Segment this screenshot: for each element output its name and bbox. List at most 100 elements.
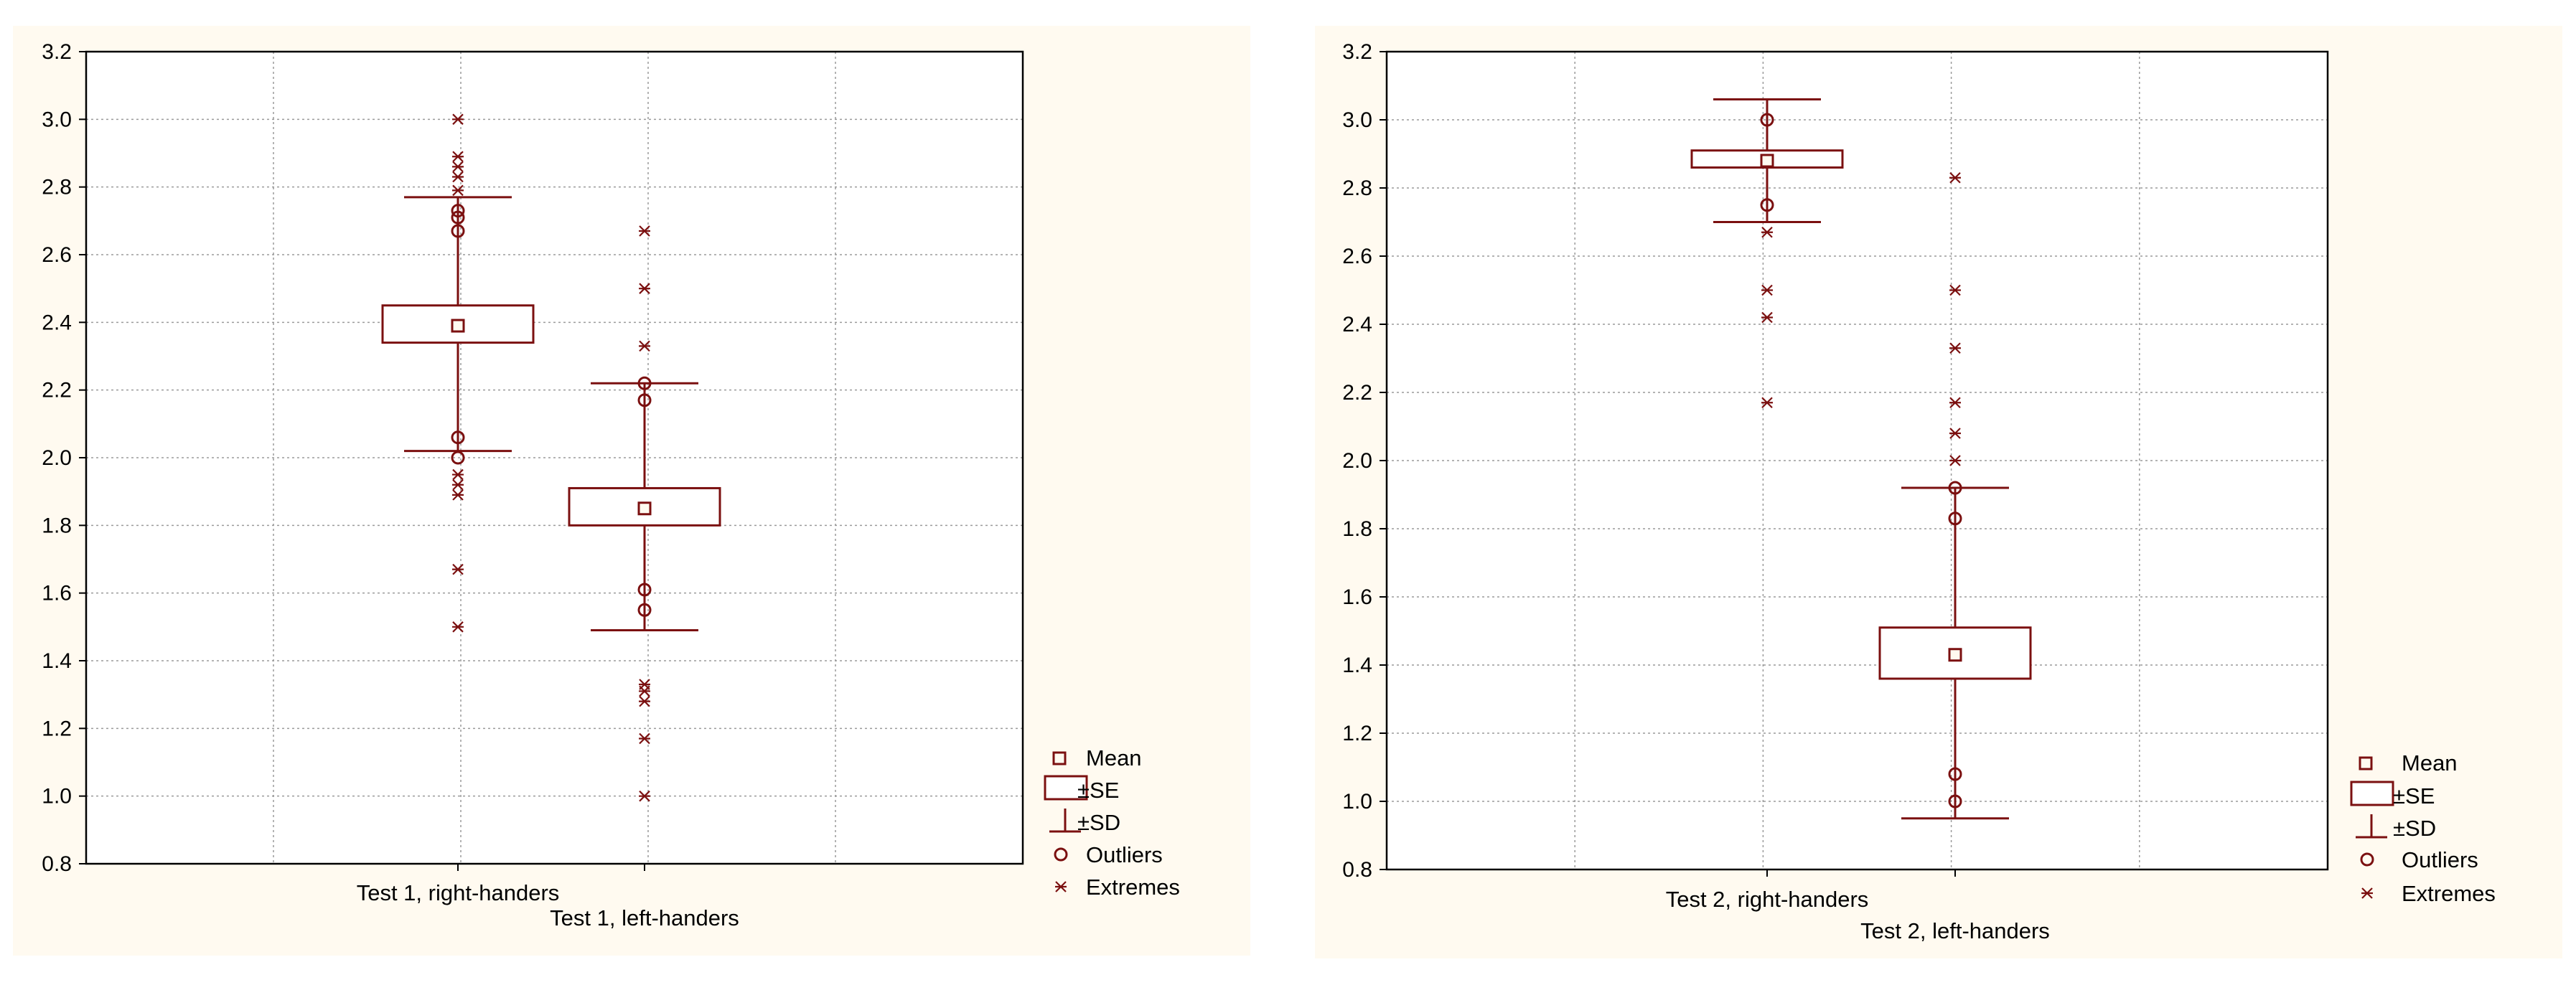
y-tick-label: 0.8 [1342, 858, 1372, 882]
extreme-point [1949, 455, 1961, 466]
extreme-point [1949, 428, 1961, 439]
extreme-point [639, 695, 650, 707]
legend-mean-marker [1052, 751, 1067, 765]
outlier-point [451, 430, 465, 445]
mean-marker [1760, 154, 1774, 168]
y-tick-label: 1.2 [1342, 722, 1372, 745]
chart-panel-right: 0.8 1.0 1.2 1.4 1.6 1.8 2.0 2.2 2.4 2.6 2.8 3.0 3.2 T… [1315, 26, 2562, 958]
outlier-point [1948, 767, 1962, 781]
extreme-point [639, 790, 650, 802]
mean-marker [1948, 648, 1962, 662]
x-category-label: Test 1, right-handers [357, 880, 560, 905]
outlier-point [451, 204, 465, 218]
y-tick-label: 1.4 [42, 649, 72, 673]
outlier-point [451, 451, 465, 465]
y-tick-label: 1.2 [42, 717, 72, 740]
extreme-point [639, 679, 650, 690]
extreme-point [1761, 397, 1773, 409]
y-tick-label: 0.8 [42, 852, 72, 876]
legend-sd-label: ±SD [2393, 816, 2436, 841]
extreme-point [639, 340, 650, 352]
legend-sd-label: ±SD [1077, 810, 1120, 835]
legend-se-swatch [1044, 775, 1088, 801]
extreme-point [639, 732, 650, 745]
y-tick-label: 2.2 [1342, 381, 1372, 405]
y-tick-label: 2.8 [42, 176, 72, 199]
boxplot-chart-test-2: 0.8 1.0 1.2 1.4 1.6 1.8 2.0 2.2 2.4 2.6 2.8 3.0 3.2 T… [1342, 40, 2496, 943]
chart-panel-left: 0.8 1.0 1.2 1.4 1.6 1.8 2.0 2.2 2.4 2.6 2.8 3.0 3.2 T… [13, 26, 1250, 956]
outlier-point [637, 603, 652, 617]
extreme-point [1761, 226, 1773, 238]
extreme-point [1949, 284, 1961, 296]
outlier-point [637, 376, 652, 390]
y-tick-label: 2.6 [1342, 245, 1372, 268]
outlier-point [451, 224, 465, 238]
outlier-point [1948, 481, 1962, 495]
extreme-point [452, 489, 464, 501]
extreme-point [452, 171, 464, 183]
outlier-point [451, 210, 465, 225]
extreme-point [1949, 171, 1961, 184]
y-tick-label: 1.6 [1342, 585, 1372, 609]
legend-extreme-marker [1055, 881, 1067, 892]
extreme-point [452, 563, 464, 575]
y-tick-label: 3.0 [1342, 108, 1372, 132]
outlier-point [1948, 794, 1962, 809]
x-category-label: Test 2, right-handers [1666, 887, 1869, 912]
legend-mean-label: Mean [1086, 745, 1142, 770]
y-tick-label: 1.0 [42, 785, 72, 809]
extreme-point [452, 151, 464, 162]
legend-sd-swatch [2356, 814, 2387, 839]
y-tick-label: 2.0 [1342, 449, 1372, 473]
y-tick-label: 2.8 [1342, 176, 1372, 200]
extreme-point [1949, 397, 1961, 409]
legend-outliers-label: Outliers [2402, 847, 2478, 872]
legend-sd-swatch [1049, 809, 1081, 833]
extreme-point [452, 161, 464, 173]
y-tick-label: 2.6 [42, 243, 72, 267]
boxplot-chart-test-1: 0.8 1.0 1.2 1.4 1.6 1.8 2.0 2.2 2.4 2.6 2.8 3.0 3.2 T… [42, 40, 1180, 930]
extreme-point [452, 184, 464, 197]
y-tick-label: 3.2 [42, 40, 72, 64]
y-tick-label: 1.8 [42, 514, 72, 537]
extreme-point [1761, 284, 1773, 296]
extreme-point [452, 479, 464, 491]
outlier-point [1760, 198, 1774, 212]
extreme-point [1949, 342, 1961, 354]
legend-extremes-label: Extremes [1086, 875, 1180, 900]
outlier-point [637, 583, 652, 597]
extreme-point [639, 283, 650, 294]
legend-mean-label: Mean [2402, 750, 2458, 776]
y-tick-label: 1.4 [1342, 654, 1372, 677]
plot-frame [85, 50, 1024, 865]
y-tick-label: 3.0 [42, 108, 72, 131]
legend-outlier-marker [1054, 847, 1068, 862]
legend-se-swatch [2350, 781, 2394, 806]
outlier-point [637, 393, 652, 407]
outlier-point [1948, 512, 1962, 526]
mean-marker [451, 319, 465, 333]
legend-mean-marker [2359, 756, 2373, 770]
y-tick-label: 3.2 [1342, 40, 1372, 64]
legend-se-label: ±SE [2393, 783, 2435, 809]
extreme-point [452, 468, 464, 481]
y-tick-label: 1.0 [1342, 790, 1372, 814]
x-category-label: Test 1, left-handers [550, 905, 739, 930]
y-tick-label: 2.2 [42, 379, 72, 402]
y-tick-label: 1.6 [42, 582, 72, 605]
x-category-label: Test 2, left-handers [1860, 918, 2050, 943]
y-tick-label: 2.0 [42, 446, 72, 470]
legend-extreme-marker [2361, 887, 2373, 899]
extreme-point [452, 113, 464, 126]
legend-se-label: ±SE [1077, 778, 1119, 803]
extreme-point [452, 621, 464, 633]
y-tick-label: 1.8 [1342, 517, 1372, 541]
legend-extremes-label: Extremes [2402, 881, 2496, 906]
plot-frame [1385, 50, 2329, 871]
extreme-point [639, 225, 650, 237]
y-tick-label: 2.4 [1342, 313, 1372, 336]
legend-outlier-marker [2360, 852, 2374, 867]
legend-outliers-label: Outliers [1086, 842, 1163, 867]
y-tick-label: 2.4 [42, 311, 72, 334]
extreme-point [1761, 311, 1773, 324]
